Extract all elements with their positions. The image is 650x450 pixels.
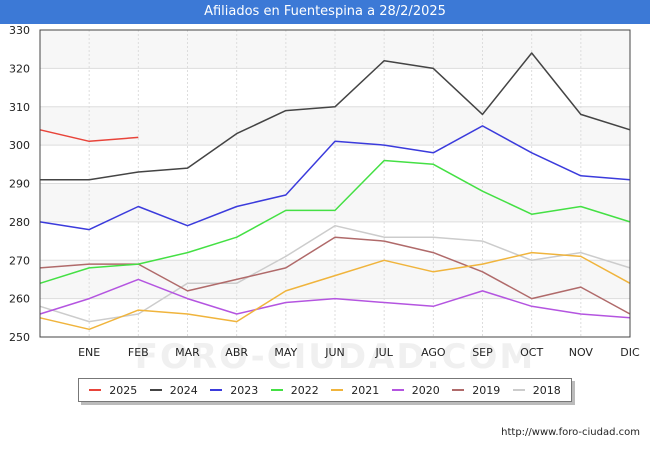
x-tick-label: ABR: [225, 346, 248, 359]
x-tick-label: JUL: [374, 346, 393, 359]
legend-item-2018: 2018: [512, 383, 561, 397]
legend-item-2024: 2024: [149, 383, 198, 397]
y-tick-label: 330: [9, 24, 30, 37]
x-tick-label: FEB: [128, 346, 149, 359]
y-tick-label: 280: [9, 216, 30, 229]
series-line-2021: [39, 251, 631, 331]
x-tick-label: SEP: [472, 346, 493, 359]
x-tick-label: JUN: [324, 346, 345, 359]
x-tick-label: ENE: [78, 346, 100, 359]
grid-band: [40, 30, 630, 69]
y-tick-label: 310: [9, 101, 30, 114]
legend-swatch: [89, 389, 102, 391]
legend-label: 2018: [532, 383, 561, 397]
y-tick-label: 290: [9, 178, 30, 191]
x-axis-ticks: ENE FEB MAR ABR MAY JUN JUL AGO SEP OCT NOV DIC: [78, 346, 640, 359]
legend-swatch: [210, 389, 223, 391]
series-line-2022: [39, 159, 631, 285]
legend: 2025 2024 2023 2022 2021 2020 2019 2018: [78, 378, 572, 402]
legend-swatch: [331, 389, 344, 391]
legend-label: 2024: [169, 383, 198, 397]
legend-swatch: [512, 389, 525, 391]
legend-label: 2022: [290, 383, 319, 397]
legend-item-2022: 2022: [270, 383, 319, 397]
legend-item-2025: 2025: [89, 384, 137, 397]
y-tick-label: 260: [9, 293, 30, 306]
x-tick-label: OCT: [520, 346, 543, 359]
series-line-2018: [39, 224, 631, 323]
legend-item-2023: 2023: [210, 384, 258, 397]
legend-label: 2025: [109, 383, 138, 397]
x-tick-label: NOV: [569, 346, 594, 359]
source-url[interactable]: http://www.foro-ciudad.com: [501, 427, 640, 438]
legend-item-2021: 2021: [331, 384, 379, 397]
y-axis-ticks: 250 260 270 280 290 300 310 320 330: [9, 24, 30, 344]
chart-title: Afiliados en Fuentespina a 28/2/2025: [0, 0, 650, 24]
x-tick-label: DIC: [620, 346, 640, 359]
legend-label: 2021: [351, 383, 380, 397]
series-line-2025: [39, 129, 139, 143]
x-tick-label: MAR: [175, 346, 200, 359]
x-tick-label: MAY: [274, 346, 297, 359]
legend-item-2020: 2020: [391, 383, 440, 397]
legend-item-2019: 2019: [452, 384, 500, 397]
legend-label: 2023: [230, 383, 259, 397]
legend-swatch: [391, 389, 404, 391]
series-line-2024: [40, 52, 631, 181]
legend-swatch: [270, 389, 283, 391]
legend-swatch: [452, 389, 465, 391]
series-lines: [39, 52, 631, 331]
y-tick-label: 250: [9, 331, 30, 344]
x-tick-label: AGO: [421, 346, 446, 359]
plot-border: [39, 29, 631, 338]
y-tick-label: 270: [9, 254, 30, 267]
watermark-text: FORO-CIUDAD.COM: [135, 337, 536, 377]
series-line-2023: [39, 125, 631, 231]
legend-swatch: [149, 389, 162, 391]
y-tick-label: 300: [9, 139, 30, 152]
series-line-2020: [39, 278, 631, 319]
y-tick-label: 320: [9, 62, 30, 75]
legend-label: 2020: [411, 383, 440, 397]
legend-label: 2019: [472, 383, 501, 397]
